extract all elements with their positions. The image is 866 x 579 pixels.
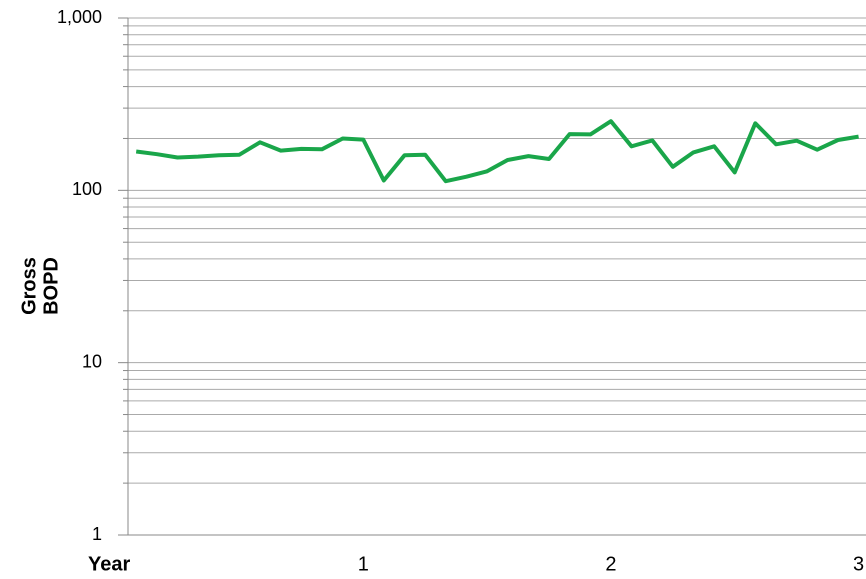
- y-tick-label: 100: [72, 179, 102, 199]
- x-tick-label: 2: [605, 553, 616, 575]
- y-axis-label: BOPD: [40, 257, 62, 315]
- x-axis-label: Year: [88, 553, 130, 575]
- y-tick-label: 10: [82, 351, 102, 371]
- y-axis-label: Gross: [18, 257, 40, 315]
- data-line: [135, 119, 859, 184]
- x-tick-label: 1: [358, 553, 369, 575]
- y-tick-label: 1: [92, 524, 102, 544]
- x-tick-label: 3: [853, 553, 864, 575]
- y-tick-label: 1,000: [57, 7, 102, 27]
